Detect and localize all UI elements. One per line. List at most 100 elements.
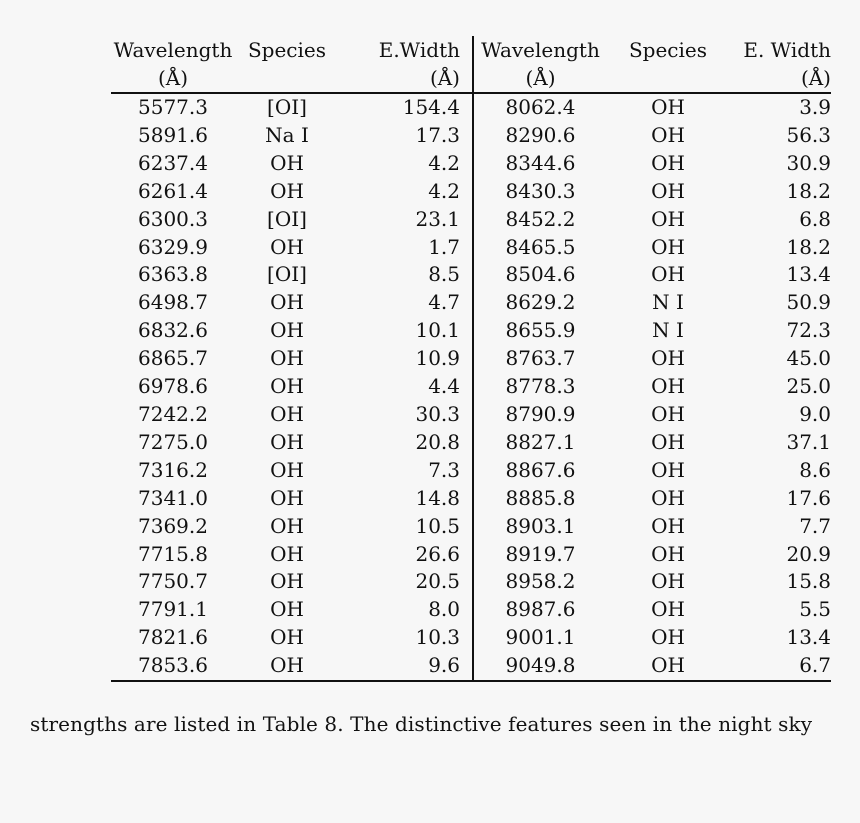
wavelength-right-cell: 9001.1 — [505, 625, 576, 650]
wavelength-left-cell: 7821.6 — [138, 625, 208, 650]
species-right-cell: OH — [651, 457, 685, 482]
ewidth-left-cell: 20.5 — [339, 568, 474, 597]
wavelength-left-cell: 7791.1 — [138, 597, 208, 622]
wavelength-right-cell: 8629.2 — [505, 290, 576, 315]
species-left-cell: OH — [270, 374, 304, 399]
wavelength-right-cell: 8958.2 — [505, 569, 576, 594]
wavelength-left-cell: 5577.3 — [138, 95, 208, 119]
species-right-cell: OH — [651, 625, 685, 650]
table-row: 7242.2 OH 30.3 8790.9 OH 9.0 — [111, 400, 831, 429]
species-right-cell: OH — [651, 150, 685, 175]
wavelength-right-cell: 8903.1 — [505, 513, 576, 538]
ewidth-left-cell: 10.1 — [339, 317, 474, 346]
species-left-cell: Na I — [265, 122, 309, 147]
species-left-cell: [OI] — [267, 262, 307, 287]
ewidth-right-cell: 56.3 — [786, 122, 831, 147]
species-left-cell: OH — [270, 346, 304, 371]
species-right-cell: OH — [651, 429, 685, 454]
wavelength-right-cell: 8885.8 — [505, 485, 576, 510]
wavelength-left-cell: 7853.6 — [111, 652, 235, 683]
species-left-cell: OH — [270, 625, 304, 650]
header-wavelength-left: Wavelength — [113, 38, 233, 62]
header-species-unit-right — [607, 64, 729, 94]
species-left-cell: OH — [270, 150, 304, 175]
species-left-cell: [OI] — [267, 206, 307, 231]
ewidth-right-cell: 37.1 — [786, 429, 831, 454]
wavelength-right-cell: 8504.6 — [505, 262, 576, 287]
table-row: 6498.7 OH 4.7 8629.2 N I 50.9 — [111, 289, 831, 318]
ewidth-left-cell: 8.5 — [339, 261, 474, 290]
wavelength-right-cell: 8062.4 — [505, 95, 576, 119]
species-right-cell: N I — [652, 318, 684, 343]
table-row: 6237.4 OH 4.2 8344.6 OH 30.9 — [111, 149, 831, 178]
table-row: 6329.9 OH 1.7 8465.5 OH 18.2 — [111, 233, 831, 262]
wavelength-right-cell: 8790.9 — [505, 401, 576, 426]
ewidth-right-cell: 17.6 — [786, 485, 831, 510]
table-row: 6978.6 OH 4.4 8778.3 OH 25.0 — [111, 373, 831, 401]
table-row: 7341.0 OH 14.8 8885.8 OH 17.6 — [111, 484, 831, 513]
ewidth-left-cell: 7.3 — [339, 456, 474, 485]
ewidth-right-cell: 13.4 — [786, 625, 831, 650]
wavelength-left-cell: 6832.6 — [138, 318, 208, 343]
line-table-container: Wavelength Species E.Width Wavelength Sp… — [111, 36, 831, 683]
species-left-cell: OH — [270, 457, 304, 482]
wavelength-left-cell: 6498.7 — [138, 290, 208, 315]
ewidth-right-cell: 25.0 — [786, 374, 831, 399]
header-wavelength-right: Wavelength — [481, 38, 600, 62]
ewidth-left-cell: 4.2 — [339, 177, 474, 206]
table-row: 6363.8 [OI] 8.5 8504.6 OH 13.4 — [111, 261, 831, 290]
ewidth-right-cell: 18.2 — [786, 178, 831, 203]
header-ewidth-right: E. Width — [743, 38, 831, 62]
wavelength-right-cell: 8465.5 — [505, 234, 576, 259]
species-right-cell: OH — [651, 401, 685, 426]
table-row: 6300.3 [OI] 23.1 8452.2 OH 6.8 — [111, 205, 831, 234]
wavelength-left-cell: 6237.4 — [138, 150, 208, 175]
ewidth-right-cell: 30.9 — [786, 150, 831, 175]
header-species-unit-left — [235, 64, 339, 94]
ewidth-left-cell: 20.8 — [339, 428, 474, 457]
wavelength-left-cell: 7715.8 — [138, 541, 208, 566]
wavelength-right-cell: 8778.3 — [505, 374, 576, 399]
wavelength-left-cell: 7341.0 — [138, 485, 208, 510]
table-row: 6832.6 OH 10.1 8655.9 N I 72.3 — [111, 317, 831, 346]
ewidth-right-cell: 8.6 — [799, 457, 831, 482]
species-left-cell: OH — [270, 597, 304, 622]
wavelength-left-cell: 6363.8 — [138, 262, 208, 287]
header-species-left: Species — [247, 38, 327, 62]
wavelength-right-cell: 8290.6 — [505, 122, 576, 147]
ewidth-left-cell: 8.0 — [339, 596, 474, 625]
header-ewidth-left: E.Width — [339, 36, 474, 64]
table-row: 6261.4 OH 4.2 8430.3 OH 18.2 — [111, 177, 831, 206]
species-right-cell: OH — [651, 178, 685, 203]
species-left-cell: OH — [270, 234, 304, 259]
wavelength-left-cell: 6865.7 — [138, 346, 208, 371]
wavelength-left-cell: 7369.2 — [138, 513, 208, 538]
table-row: 5891.6 Na I 17.3 8290.6 OH 56.3 — [111, 121, 831, 150]
table-row: 7275.0 OH 20.8 8827.1 OH 37.1 — [111, 428, 831, 457]
wavelength-right-cell: 8344.6 — [505, 150, 576, 175]
species-left-cell: OH — [270, 429, 304, 454]
species-left-cell: [OI] — [267, 95, 307, 119]
species-left-cell: OH — [270, 513, 304, 538]
ewidth-right-cell: 20.9 — [786, 541, 831, 566]
wavelength-right-cell: 8655.9 — [505, 318, 576, 343]
wavelength-left-cell: 6329.9 — [138, 234, 208, 259]
ewidth-left-cell: 4.7 — [339, 289, 474, 318]
ewidth-left-cell: 9.6 — [339, 652, 474, 683]
species-right-cell: OH — [651, 597, 685, 622]
wavelength-left-cell: 7242.2 — [138, 401, 208, 426]
wavelength-right-cell: 8919.7 — [505, 541, 576, 566]
species-right-cell: N I — [652, 290, 684, 315]
ewidth-left-cell: 10.9 — [339, 345, 474, 374]
species-left-cell: OH — [270, 541, 304, 566]
species-right-cell: OH — [651, 262, 685, 287]
ewidth-right-cell: 6.8 — [799, 206, 831, 231]
ewidth-right-cell: 72.3 — [786, 318, 831, 343]
wavelength-left-cell: 7750.7 — [138, 569, 208, 594]
ewidth-right-cell: 50.9 — [786, 290, 831, 315]
species-right-cell: OH — [651, 206, 685, 231]
wavelength-right-cell: 8763.7 — [505, 346, 576, 371]
table-row: 7369.2 OH 10.5 8903.1 OH 7.7 — [111, 512, 831, 541]
table-row: 7853.6 OH 9.6 9049.8 OH 6.7 — [111, 652, 831, 683]
ewidth-right-cell: 45.0 — [786, 346, 831, 371]
